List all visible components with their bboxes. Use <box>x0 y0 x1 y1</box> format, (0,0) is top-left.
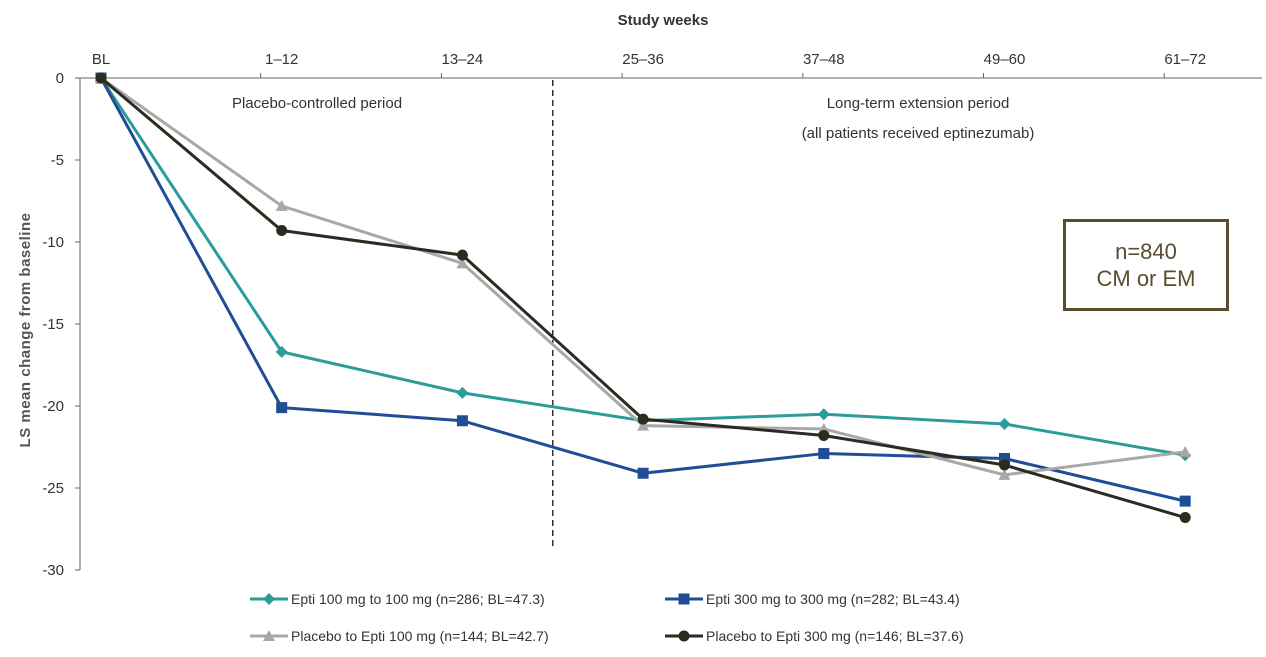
annotation-line-2: CM or EM <box>1096 266 1196 291</box>
y-tick-label: -30 <box>42 562 64 579</box>
data-point <box>1179 512 1191 524</box>
y-tick-label: -15 <box>42 316 64 333</box>
legend-item: Placebo to Epti 100 mg (n=144; BL=42.7) <box>250 628 549 644</box>
x-tick-label: 25–36 <box>622 51 664 68</box>
series-line <box>100 76 1186 519</box>
y-tick-label: -5 <box>51 152 64 169</box>
legend-item: Epti 300 mg to 300 mg (n=282; BL=43.4) <box>665 591 960 607</box>
legend-label: Placebo to Epti 300 mg (n=146; BL=37.6) <box>706 628 964 644</box>
y-tick-label: -10 <box>42 234 64 251</box>
data-point <box>456 249 468 261</box>
data-point <box>637 413 649 425</box>
data-point <box>999 459 1010 471</box>
sample-size-annotation: n=840 CM or EM <box>1063 219 1229 311</box>
data-point <box>818 448 830 460</box>
series-lines <box>95 72 1192 524</box>
data-point <box>456 257 469 269</box>
data-point <box>1179 445 1192 457</box>
x-tick-label: 13–24 <box>442 51 484 68</box>
legend-item: Placebo to Epti 300 mg (n=146; BL=37.6) <box>665 628 964 644</box>
y-tick-label: -25 <box>42 480 64 497</box>
x-axis-title: Study weeks <box>618 12 709 29</box>
data-point <box>456 415 468 427</box>
legend-marker <box>263 593 275 605</box>
data-point <box>95 72 107 84</box>
legend-marker <box>678 593 690 605</box>
extension-period-label: Long-term extension period <box>827 95 1010 112</box>
legend-marker <box>678 630 690 642</box>
data-point <box>998 468 1011 480</box>
legend-label: Placebo to Epti 100 mg (n=144; BL=42.7) <box>291 628 549 644</box>
data-point <box>637 419 650 431</box>
y-tick-label: -20 <box>42 398 64 415</box>
x-tick-label: 49–60 <box>984 51 1026 68</box>
data-point <box>998 418 1011 431</box>
legend-label: Epti 100 mg to 100 mg (n=286; BL=47.3) <box>291 591 545 607</box>
x-tick-label: 61–72 <box>1164 51 1206 68</box>
x-tick-label: 1–12 <box>265 51 298 68</box>
legend: Epti 100 mg to 100 mg (n=286; BL=47.3) Ep… <box>250 591 964 644</box>
series-circle <box>95 72 1191 524</box>
data-point <box>275 199 288 211</box>
data-point <box>456 386 469 399</box>
legend-marker <box>263 630 275 641</box>
extension-period-sublabel: (all patients received eptinezumab) <box>802 125 1035 142</box>
legend-item: Epti 100 mg to 100 mg (n=286; BL=47.3) <box>250 591 545 607</box>
data-point <box>817 408 830 421</box>
annotation-line-1: n=840 <box>1115 239 1177 264</box>
data-point <box>276 225 288 237</box>
data-point <box>999 452 1010 464</box>
y-tick-label: 0 <box>56 70 64 87</box>
data-point <box>276 402 288 414</box>
x-tick-label: BL <box>92 51 110 68</box>
legend-label: Epti 300 mg to 300 mg (n=282; BL=43.4) <box>706 591 960 607</box>
y-axis-title: LS mean change from baseline <box>17 213 34 448</box>
data-point <box>818 430 830 442</box>
data-point <box>1179 495 1191 507</box>
placebo-period-label: Placebo-controlled period <box>232 95 402 112</box>
axes: BL 1–12 13–24 25–36 37–48 49–60 61–72 Study wee… <box>17 12 1262 579</box>
data-point <box>637 467 649 479</box>
data-point <box>275 345 288 358</box>
x-tick-label: 37–48 <box>803 51 845 68</box>
